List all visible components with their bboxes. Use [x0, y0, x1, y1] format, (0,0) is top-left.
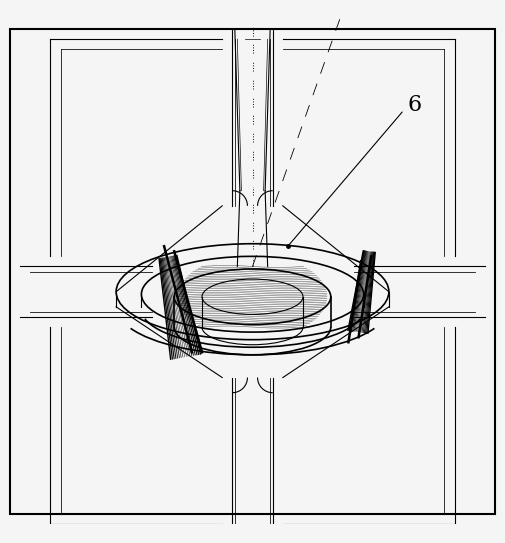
Text: 6: 6 [407, 94, 421, 116]
